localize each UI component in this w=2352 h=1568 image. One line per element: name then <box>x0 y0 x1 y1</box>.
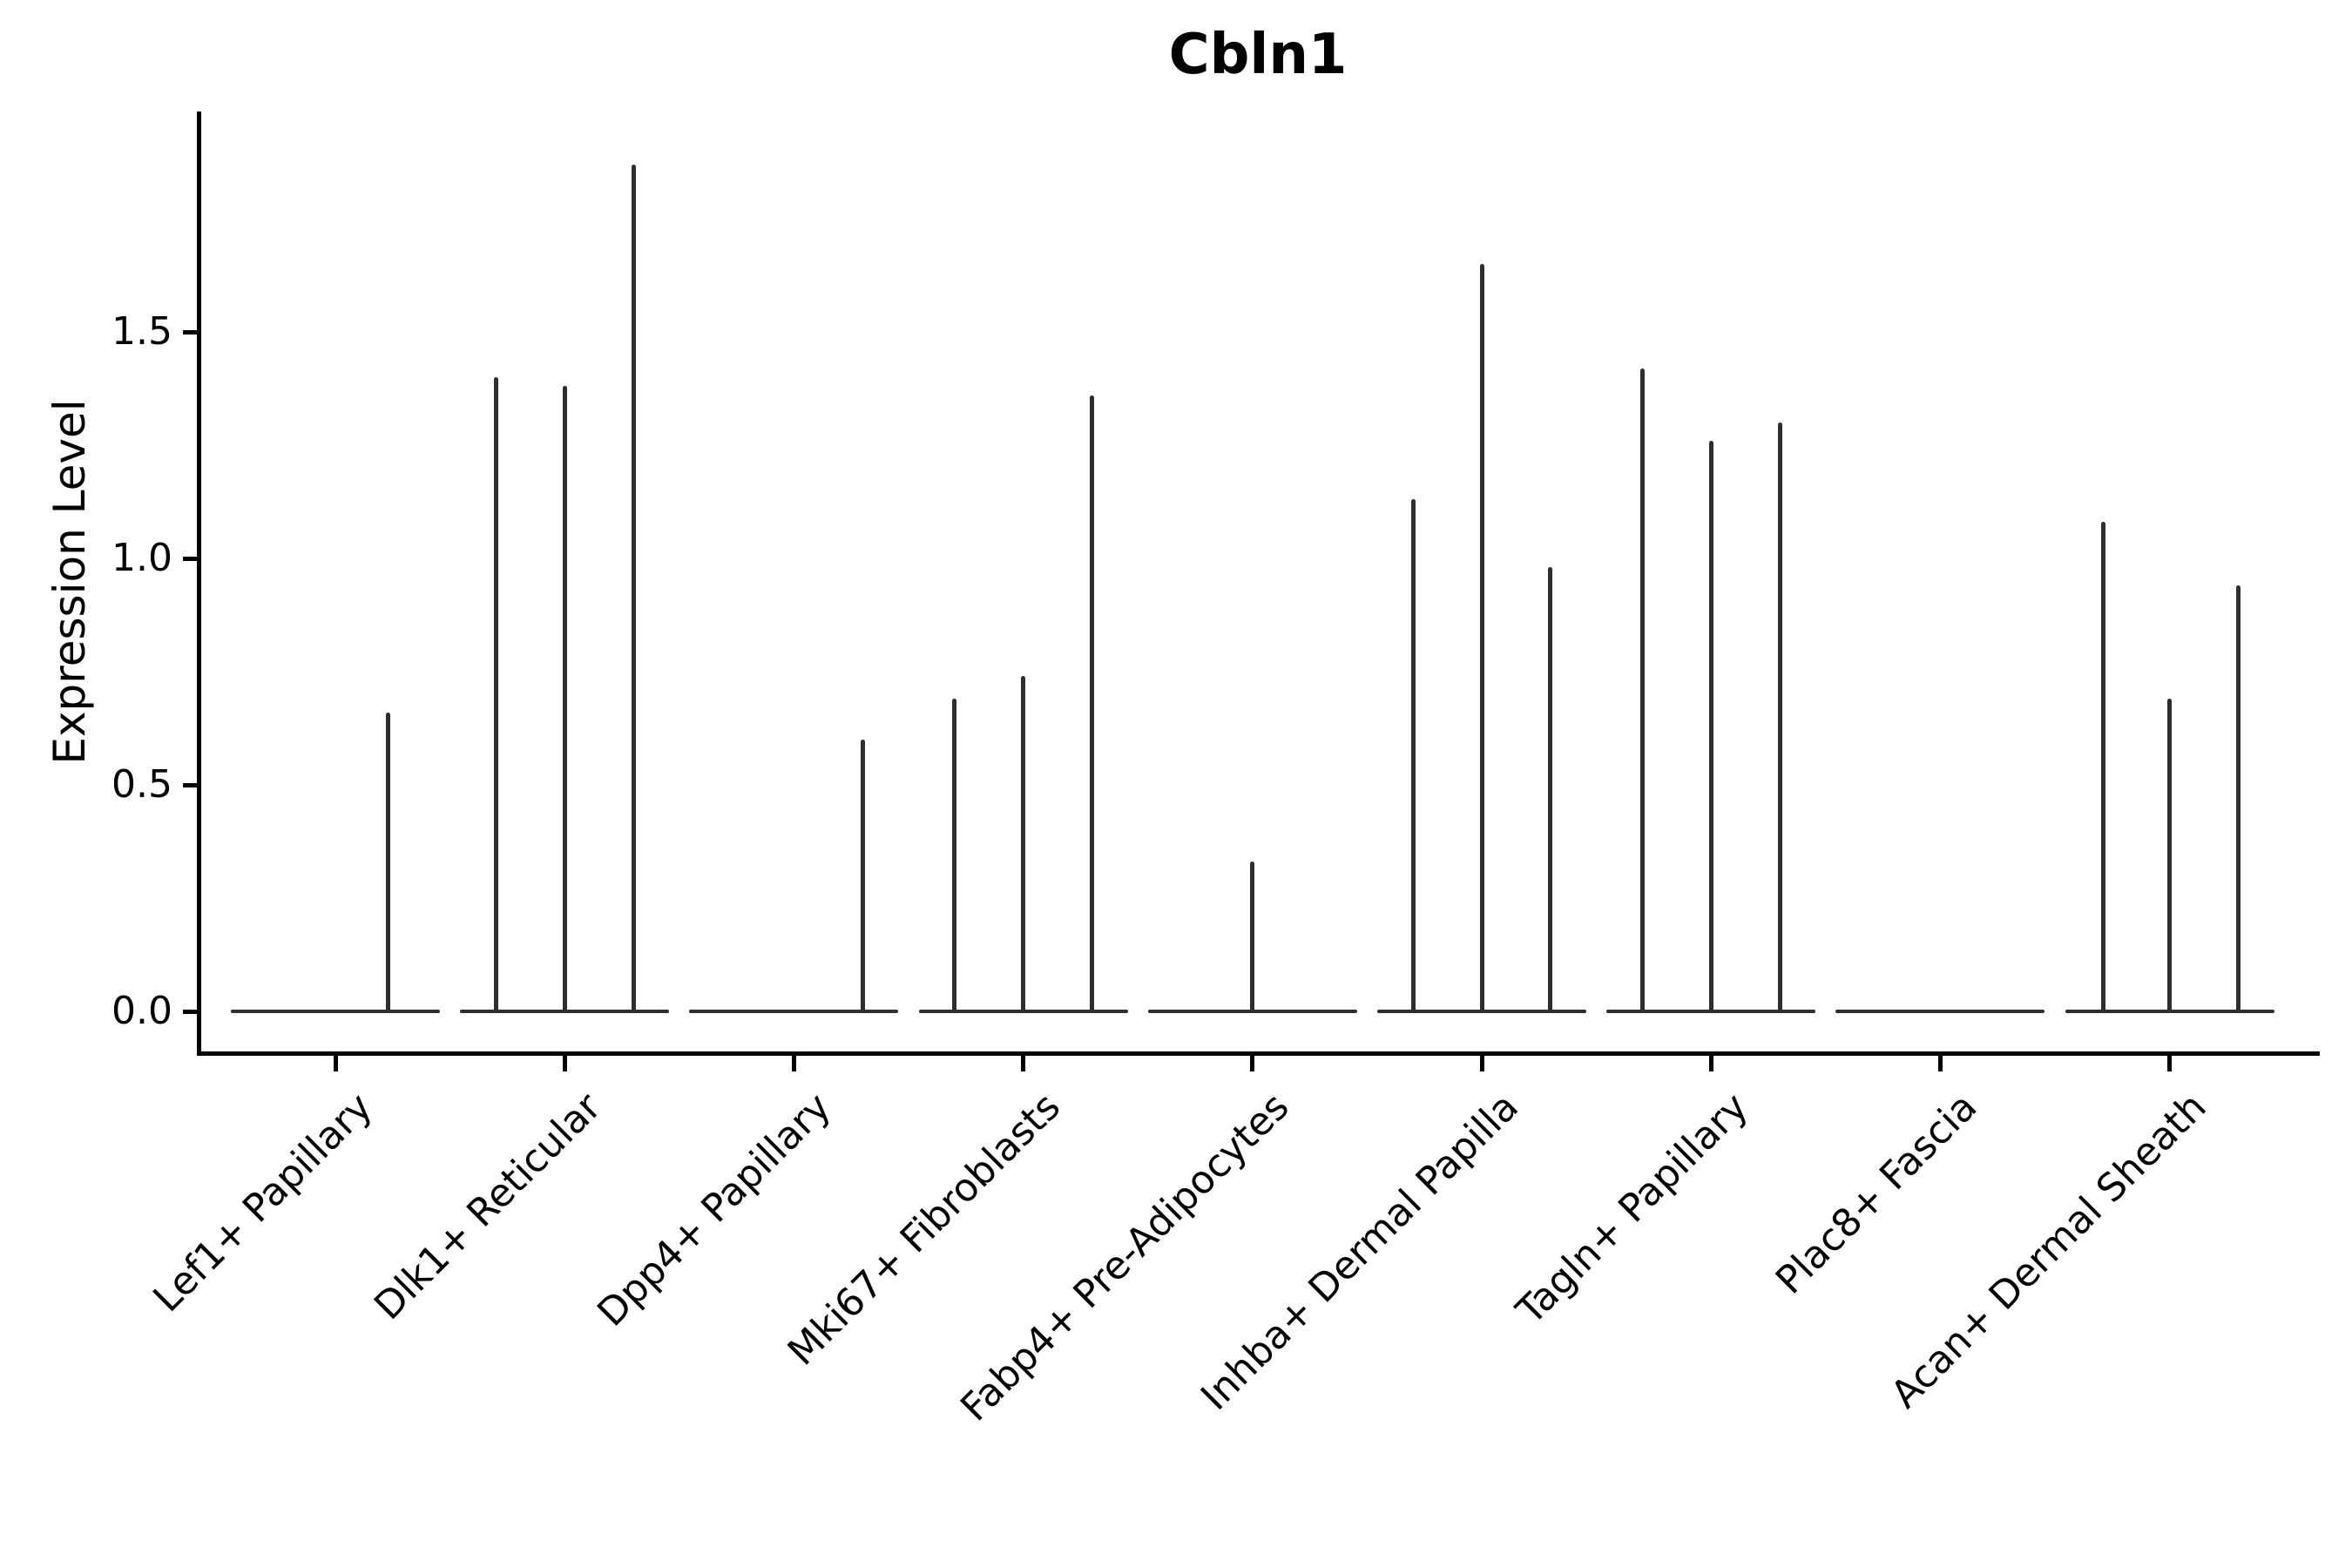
violin-spike <box>1090 395 1095 1011</box>
violin-spike <box>1410 499 1416 1011</box>
violin-spike <box>2100 522 2105 1011</box>
violin-baseline <box>230 1009 440 1014</box>
y-tick-label: 0.0 <box>112 989 172 1033</box>
violin-baseline <box>460 1009 670 1014</box>
violin-baseline <box>689 1009 899 1014</box>
y-tick-label: 1.0 <box>112 536 172 580</box>
x-tick-mark <box>1708 1055 1713 1071</box>
x-tick-label: Tagln+ Papillary <box>1507 1085 1757 1334</box>
violin-spike <box>952 699 957 1011</box>
violin-baseline <box>2065 1009 2274 1014</box>
violin-spike <box>1708 440 1713 1011</box>
violin-spike <box>562 386 567 1011</box>
y-tick-mark <box>182 1009 197 1014</box>
violin-spike <box>1548 567 1553 1011</box>
x-tick-mark <box>791 1055 796 1071</box>
y-axis-spine <box>196 112 201 1056</box>
x-axis-spine <box>196 1051 2320 1056</box>
x-tick-mark <box>1479 1055 1484 1071</box>
violin-baseline <box>1606 1009 1816 1014</box>
violin-spike <box>493 377 498 1011</box>
violin-spike <box>2167 699 2173 1011</box>
violin-baseline <box>918 1009 1128 1014</box>
violin-spike <box>1639 368 1645 1011</box>
x-tick-label: Plac8+ Fascia <box>1767 1085 1986 1303</box>
violin-spike <box>860 740 865 1011</box>
y-tick-mark <box>182 782 197 787</box>
violin-spike <box>631 164 636 1011</box>
chart-title: Cbln1 <box>1168 23 1348 87</box>
x-tick-mark <box>1250 1055 1255 1071</box>
y-tick-mark <box>182 556 197 561</box>
x-tick-mark <box>333 1055 338 1071</box>
x-tick-label: Lef1+ Papillary <box>144 1085 382 1321</box>
x-tick-mark <box>1021 1055 1026 1071</box>
violin-spike <box>1021 676 1026 1011</box>
violin-baseline <box>1147 1009 1357 1014</box>
violin-spike <box>1479 264 1484 1011</box>
x-tick-label: Dlk1+ Reticular <box>366 1085 611 1328</box>
violin-baseline <box>1835 1009 2045 1014</box>
violin-spike <box>1250 862 1255 1011</box>
violin-spike <box>386 712 391 1011</box>
y-tick-label: 1.5 <box>112 309 172 354</box>
y-axis-label: Expression Level <box>44 399 95 765</box>
x-tick-mark <box>2167 1055 2173 1071</box>
violin-spike <box>1777 422 1782 1011</box>
x-tick-label: Dpp4+ Papillary <box>588 1085 840 1335</box>
x-tick-mark <box>1937 1055 1943 1071</box>
y-tick-mark <box>182 329 197 335</box>
x-tick-mark <box>562 1055 567 1071</box>
violin-spike <box>2236 585 2241 1011</box>
y-tick-label: 0.5 <box>112 762 172 807</box>
